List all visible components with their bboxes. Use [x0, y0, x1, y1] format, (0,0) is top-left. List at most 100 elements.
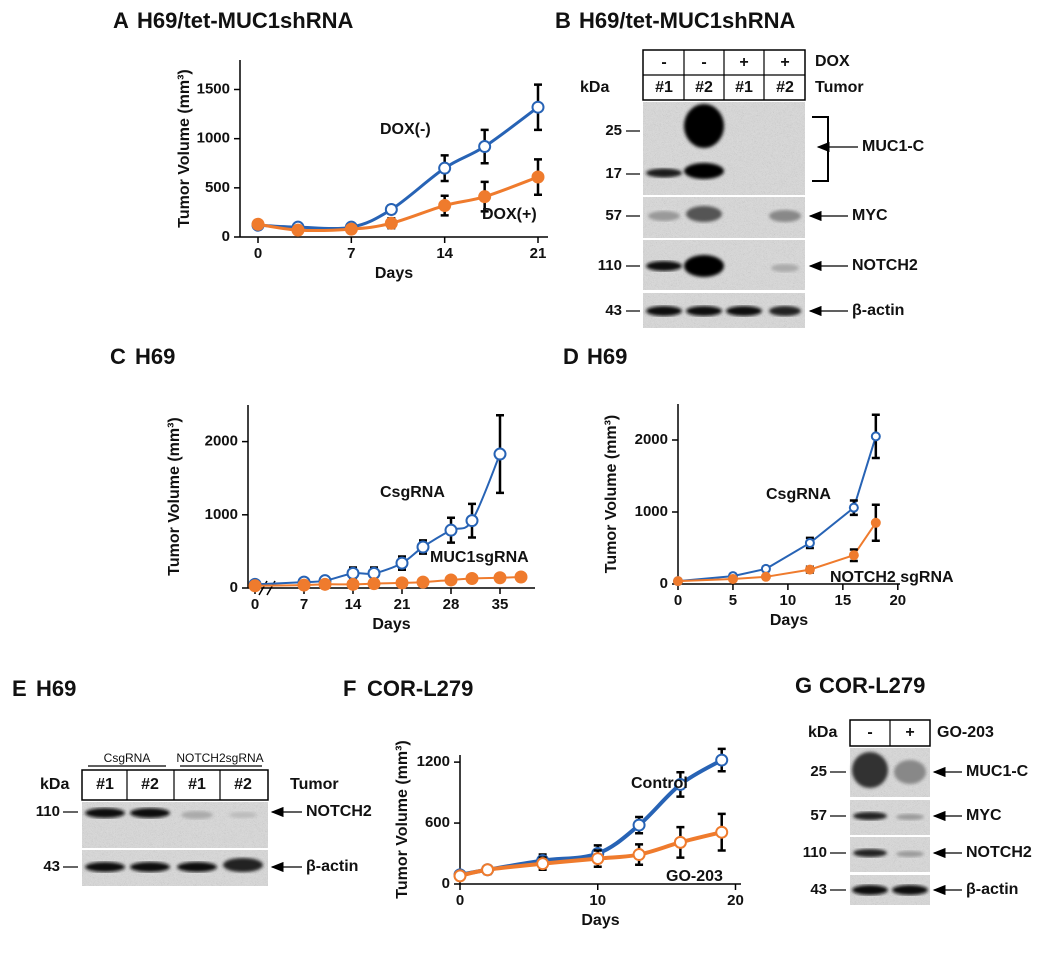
data-point [438, 199, 452, 213]
x-axis-title: Days [375, 265, 413, 282]
data-point [291, 223, 305, 237]
x-tick-label: 21 [394, 596, 411, 613]
data-point [514, 570, 528, 584]
series-label: DOX(+) [482, 206, 537, 223]
kda-marker: 43 [43, 858, 60, 875]
data-point [384, 216, 398, 230]
data-point [395, 576, 409, 590]
panel-title: H69/tet-MUC1shRNA [137, 8, 353, 33]
data-point [673, 777, 687, 791]
panel-letter: G [795, 673, 812, 698]
data-point [344, 222, 358, 236]
panel-title: H69 [587, 344, 627, 369]
y-tick-label: 0 [442, 875, 450, 892]
data-point [465, 571, 479, 585]
y-axis-title: Tumor Volume (mm³) [166, 417, 183, 576]
data-point [804, 564, 815, 575]
group-label: NOTCH2sgRNA [176, 751, 263, 765]
blot-g: - + GO-203 kDa 25 57 110 43 MUC1-C MYC N… [803, 719, 1032, 905]
kda-label: kDa [40, 776, 69, 793]
x-tick-label: 10 [589, 892, 606, 909]
x-tick-label: 15 [835, 592, 852, 609]
target-label: β-actin [852, 302, 904, 319]
data-point [444, 523, 458, 537]
x-tick-label: 0 [456, 892, 464, 909]
y-tick-label: 0 [230, 579, 238, 596]
panel-title: H69 [36, 676, 76, 701]
kda-marker: 25 [810, 763, 827, 780]
target-label: MYC [966, 807, 1002, 824]
data-point [346, 577, 360, 591]
data-point [444, 573, 458, 587]
data-point [804, 537, 815, 548]
x-tick-label: 0 [251, 596, 259, 613]
series-line [254, 453, 501, 586]
x-tick-label: 0 [674, 592, 682, 609]
kda-marker: 43 [810, 881, 827, 898]
x-tick-label: 10 [780, 592, 797, 609]
x-tick-label: 0 [254, 245, 262, 262]
kda-marker: 110 [598, 257, 622, 274]
panel-letter: F [343, 676, 356, 701]
lane-label: #1 [188, 776, 206, 793]
data-point [493, 571, 507, 585]
x-tick-label: 14 [436, 245, 453, 262]
target-label: MUC1-C [862, 138, 925, 155]
data-point [346, 566, 360, 580]
data-point [673, 835, 687, 849]
panel-letter: E [12, 676, 27, 701]
target-label: MYC [852, 207, 888, 224]
data-point [715, 825, 729, 839]
target-label: MUC1-C [966, 763, 1029, 780]
y-tick-label: 1000 [205, 506, 238, 523]
data-point [297, 578, 311, 592]
lane-treatment: - [661, 54, 666, 71]
data-point [478, 140, 492, 154]
y-tick-label: 1500 [197, 80, 230, 97]
target-label: NOTCH2 [306, 803, 372, 820]
data-point [870, 431, 881, 442]
y-axis-title: Tumor Volume (mm³) [394, 740, 411, 899]
panel-letter: B [555, 8, 571, 33]
data-point [531, 100, 545, 114]
y-axis-title: Tumor Volume (mm³) [176, 69, 193, 228]
data-point [367, 577, 381, 591]
data-point [453, 869, 467, 883]
y-tick-label: 2000 [205, 433, 238, 450]
data-point [715, 753, 729, 767]
x-tick-label: 35 [492, 596, 509, 613]
series-label: CsgRNA [380, 484, 445, 501]
target-label: β-actin [966, 881, 1018, 898]
blot-e: CsgRNA NOTCH2sgRNA #1 #2 #1 #2 Tumor kDa… [36, 751, 372, 886]
series-label: MUC1sgRNA [430, 549, 529, 566]
kda-marker: 43 [605, 302, 622, 319]
data-point [531, 170, 545, 184]
lane-treatment: + [780, 54, 789, 71]
x-tick-label: 28 [443, 596, 460, 613]
data-point [493, 447, 507, 461]
series-label: CsgRNA [766, 486, 831, 503]
data-point [632, 848, 646, 862]
treatment-label: DOX [815, 53, 850, 70]
lane-label: #2 [141, 776, 159, 793]
x-axis-title: Days [770, 612, 808, 629]
data-point [760, 571, 771, 582]
data-point [673, 576, 683, 587]
y-tick-label: 1000 [197, 130, 230, 147]
lane-label: #1 [735, 79, 753, 96]
lane-label: #1 [655, 79, 673, 96]
tumor-label: Tumor [290, 776, 339, 793]
x-tick-label: 14 [345, 596, 362, 613]
lane-treatment: + [739, 54, 748, 71]
lane-label: #2 [776, 79, 794, 96]
y-axis-title: Tumor Volume (mm³) [603, 415, 620, 574]
data-point [727, 573, 738, 584]
data-point [384, 202, 398, 216]
data-point [416, 540, 430, 554]
kda-marker: 25 [605, 122, 622, 139]
data-point [591, 852, 605, 866]
y-tick-label: 1200 [417, 753, 450, 770]
data-point [395, 556, 409, 570]
data-point [248, 579, 262, 593]
